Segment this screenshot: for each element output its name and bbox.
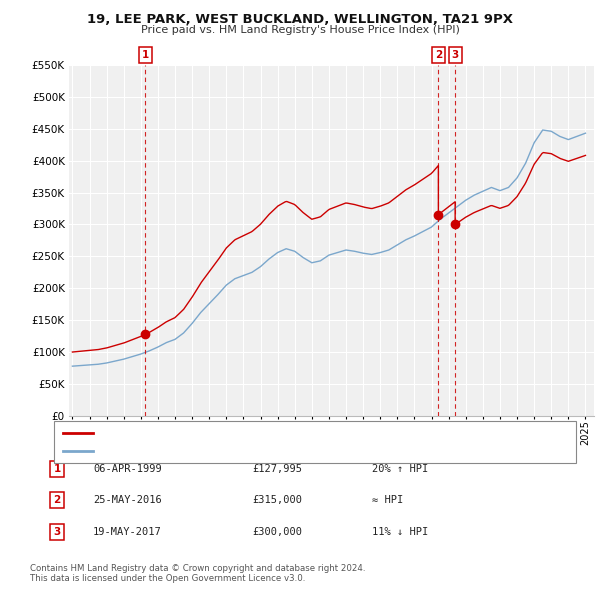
Text: 3: 3 — [452, 50, 459, 60]
Text: 20% ↑ HPI: 20% ↑ HPI — [372, 464, 428, 474]
Text: 1: 1 — [53, 464, 61, 474]
Text: 19, LEE PARK, WEST BUCKLAND, WELLINGTON, TA21 9PX: 19, LEE PARK, WEST BUCKLAND, WELLINGTON,… — [87, 13, 513, 26]
Text: 19, LEE PARK, WEST BUCKLAND, WELLINGTON, TA21 9PX (detached house): 19, LEE PARK, WEST BUCKLAND, WELLINGTON,… — [98, 428, 473, 438]
Text: ≈ HPI: ≈ HPI — [372, 496, 403, 505]
Text: 2: 2 — [435, 50, 442, 60]
Text: Price paid vs. HM Land Registry's House Price Index (HPI): Price paid vs. HM Land Registry's House … — [140, 25, 460, 35]
Text: HPI: Average price, detached house, Somerset: HPI: Average price, detached house, Some… — [98, 446, 329, 456]
Text: £300,000: £300,000 — [252, 527, 302, 536]
Text: 11% ↓ HPI: 11% ↓ HPI — [372, 527, 428, 536]
Text: 25-MAY-2016: 25-MAY-2016 — [93, 496, 162, 505]
Text: 06-APR-1999: 06-APR-1999 — [93, 464, 162, 474]
Text: 19-MAY-2017: 19-MAY-2017 — [93, 527, 162, 536]
Text: Contains HM Land Registry data © Crown copyright and database right 2024.
This d: Contains HM Land Registry data © Crown c… — [30, 563, 365, 583]
Text: £127,995: £127,995 — [252, 464, 302, 474]
Text: £315,000: £315,000 — [252, 496, 302, 505]
Text: 2: 2 — [53, 496, 61, 505]
Text: 1: 1 — [142, 50, 149, 60]
Text: 3: 3 — [53, 527, 61, 536]
